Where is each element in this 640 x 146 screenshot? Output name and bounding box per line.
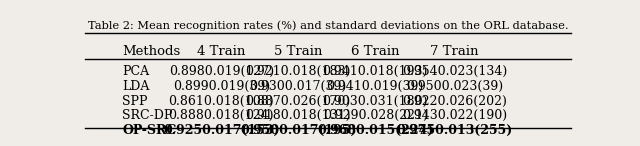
Text: Table 2: Mean recognition rates (%) and standard deviations on the ORL database.: Table 2: Mean recognition rates (%) and … xyxy=(88,21,568,31)
Text: 0.9250.017(153): 0.9250.017(153) xyxy=(163,124,280,137)
Text: 0.9220.026(202): 0.9220.026(202) xyxy=(402,94,507,107)
Text: 0.9410.018(193): 0.9410.018(193) xyxy=(323,65,428,78)
Text: 0.9500.017(195): 0.9500.017(195) xyxy=(240,124,356,137)
Text: SPP: SPP xyxy=(122,94,148,107)
Text: 0.9430.022(190): 0.9430.022(190) xyxy=(402,109,507,122)
Text: 4 Train: 4 Train xyxy=(197,45,246,58)
Text: 0.8980.019(127): 0.8980.019(127) xyxy=(169,65,274,78)
Text: 6 Train: 6 Train xyxy=(351,45,399,58)
Text: 0.8990.019(39): 0.8990.019(39) xyxy=(173,80,270,93)
Text: 7 Train: 7 Train xyxy=(430,45,479,58)
Text: 0.8610.018(108): 0.8610.018(108) xyxy=(168,94,274,107)
Text: 0.9030.031(180): 0.9030.031(180) xyxy=(323,94,428,107)
Text: OP-SRC: OP-SRC xyxy=(122,124,177,137)
Text: 0.9180.018(131): 0.9180.018(131) xyxy=(246,109,351,122)
Text: 0.9500.023(39): 0.9500.023(39) xyxy=(406,80,503,93)
Text: Methods: Methods xyxy=(122,45,180,58)
Text: PCA: PCA xyxy=(122,65,149,78)
Text: 0.9540.023(134): 0.9540.023(134) xyxy=(402,65,507,78)
Text: 0.9410.019(39): 0.9410.019(39) xyxy=(326,80,424,93)
Text: 0.9290.028(221): 0.9290.028(221) xyxy=(323,109,428,122)
Text: 5 Train: 5 Train xyxy=(274,45,323,58)
Text: 0.9750.013(255): 0.9750.013(255) xyxy=(396,124,513,137)
Text: 0.9300.017(39): 0.9300.017(39) xyxy=(250,80,347,93)
Text: SRC-DP: SRC-DP xyxy=(122,109,173,122)
Text: 0.8870.026(170): 0.8870.026(170) xyxy=(246,94,351,107)
Text: 0.8880.018(124): 0.8880.018(124) xyxy=(168,109,274,122)
Text: 0.9680.015(224): 0.9680.015(224) xyxy=(317,124,433,137)
Text: 0.9210.018(183): 0.9210.018(183) xyxy=(246,65,351,78)
Text: LDA: LDA xyxy=(122,80,150,93)
